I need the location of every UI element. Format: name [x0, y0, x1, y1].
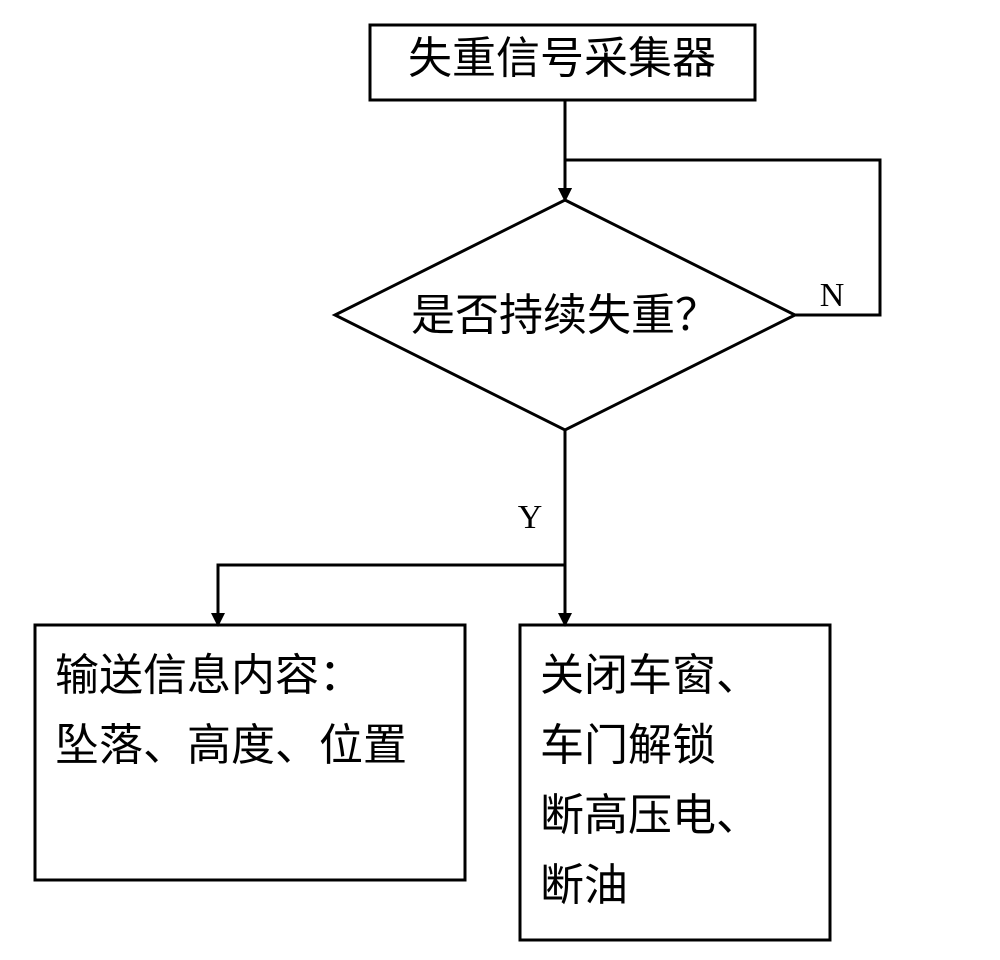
- edge-label: N: [820, 277, 845, 314]
- output-info-line: 坠落、高度、位置: [55, 721, 407, 770]
- start-node-label: 失重信号采集器: [408, 34, 716, 83]
- output-info-line: 输送信息内容：: [55, 651, 363, 700]
- actions-line: 断高压电、: [540, 791, 760, 840]
- edge-split_left-left_box_top: [218, 565, 565, 625]
- actions-line: 关闭车窗、: [540, 651, 760, 700]
- actions-line: 车门解锁: [540, 721, 716, 770]
- decision-node-label: 是否持续失重？: [411, 291, 719, 340]
- edge-label: Y: [518, 499, 543, 536]
- actions-line: 断油: [540, 861, 628, 910]
